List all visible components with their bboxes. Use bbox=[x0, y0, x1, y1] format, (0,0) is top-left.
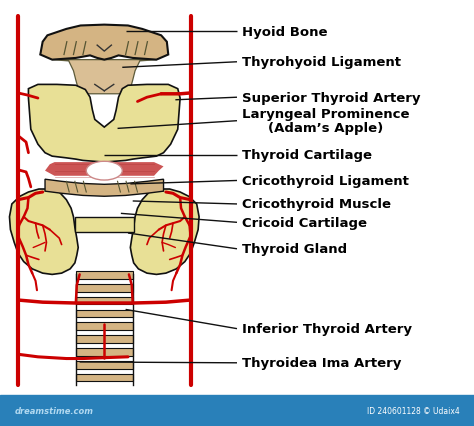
Polygon shape bbox=[45, 180, 164, 197]
Text: Thyroidea Ima Artery: Thyroidea Ima Artery bbox=[242, 357, 401, 369]
Polygon shape bbox=[76, 348, 133, 356]
Polygon shape bbox=[76, 335, 133, 343]
Polygon shape bbox=[76, 374, 133, 381]
Text: Inferior Thyroid Artery: Inferior Thyroid Artery bbox=[242, 322, 412, 335]
Ellipse shape bbox=[86, 162, 122, 181]
Text: Thyroid Gland: Thyroid Gland bbox=[242, 243, 347, 256]
Polygon shape bbox=[28, 85, 180, 163]
Text: Cricothyroid Muscle: Cricothyroid Muscle bbox=[242, 198, 391, 211]
Polygon shape bbox=[76, 310, 133, 317]
Text: Cricoid Cartilage: Cricoid Cartilage bbox=[242, 216, 367, 229]
Text: Thyroid Cartilage: Thyroid Cartilage bbox=[242, 149, 372, 162]
Polygon shape bbox=[76, 271, 133, 279]
Polygon shape bbox=[52, 60, 156, 95]
Polygon shape bbox=[130, 190, 199, 275]
Polygon shape bbox=[76, 284, 133, 292]
Text: Laryngeal Prominence
(Adam’s Apple): Laryngeal Prominence (Adam’s Apple) bbox=[242, 108, 409, 135]
Polygon shape bbox=[40, 26, 168, 60]
Polygon shape bbox=[76, 361, 133, 368]
Polygon shape bbox=[76, 297, 133, 305]
Text: Superior Thyroid Artery: Superior Thyroid Artery bbox=[242, 92, 420, 104]
Polygon shape bbox=[45, 163, 164, 176]
Text: Cricothyroid Ligament: Cricothyroid Ligament bbox=[242, 175, 409, 187]
Text: Hyoid Bone: Hyoid Bone bbox=[242, 26, 327, 38]
Polygon shape bbox=[75, 217, 134, 232]
Text: dreamstime.com: dreamstime.com bbox=[14, 406, 93, 415]
Bar bbox=[0, 395, 474, 426]
Text: ID 240601128 © Udaix4: ID 240601128 © Udaix4 bbox=[367, 406, 460, 415]
Polygon shape bbox=[76, 322, 133, 330]
Text: Thyrohyoid Ligament: Thyrohyoid Ligament bbox=[242, 56, 401, 69]
Polygon shape bbox=[9, 190, 78, 275]
